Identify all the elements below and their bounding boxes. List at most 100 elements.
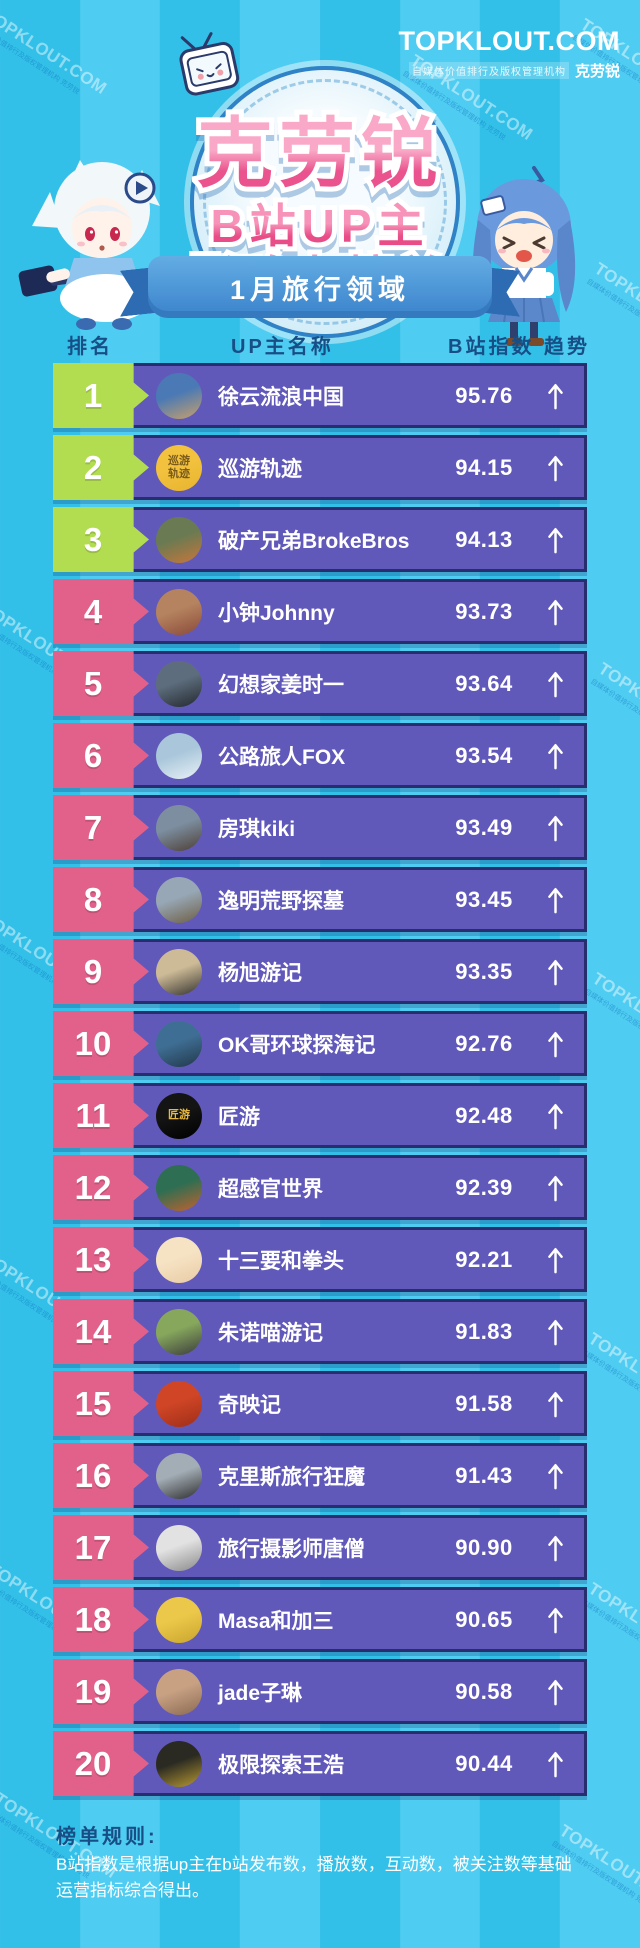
avatar: 匠游 [156,1092,202,1139]
trend-up-arrow-icon [538,525,572,555]
bilibili-index-value: 93.49 [455,814,513,840]
trend-up-arrow-icon [538,1029,572,1059]
rank-number: 16 [74,1456,112,1494]
rank-badge: 16 [53,1443,149,1508]
rank-number: 17 [74,1528,112,1566]
bilibili-index-value: 93.73 [455,598,513,624]
watermark-text: TOPKLOUT.COM [585,1578,640,1673]
rank-number: 1 [83,376,103,414]
rank-badge: 12 [53,1155,149,1220]
banner-label: 1月旅行领域 [229,274,411,305]
bilibili-index-value: 93.54 [455,742,513,768]
rank-badge: 8 [53,867,149,932]
trend-up-arrow-icon [538,813,572,843]
watermark: TOPKLOUT.COM 自媒体价值排行及版权管理机构 克劳锐 [578,1579,640,1692]
rank-number: 2 [83,448,103,486]
title-outline: B站UP主 [0,190,640,257]
column-header-trend: 趋势 [544,336,590,358]
bilibili-index-value: 92.76 [455,1030,513,1056]
up-name: jade子琳 [218,1681,303,1705]
table-row: 11 匠游 匠游 92.48 [53,1083,587,1148]
rank-number: 7 [83,808,103,846]
poster-title-line2: B站UP主 B站UP主 [0,190,640,257]
rank-number: 12 [74,1168,112,1206]
rank-number: 19 [74,1672,112,1710]
up-name: 巡游轨迹 [218,457,302,481]
table-row: 14 朱诺喵游记 91.83 [53,1299,587,1364]
trend-up-arrow-icon [538,1749,572,1779]
trend-up-arrow-icon [538,1245,572,1275]
up-name: 匠游 [218,1105,260,1129]
up-name: 克里斯旅行狂魔 [218,1465,365,1489]
trend-up-arrow-icon [538,1317,572,1347]
rank-badge: 19 [53,1659,149,1724]
rank-number: 11 [75,1096,111,1134]
trend-up-arrow-icon [538,453,572,483]
watermark: TOPKLOUT.COM 自媒体价值排行及版权管理机构 克劳锐 [578,1329,640,1442]
avatar-label: 匠游 [168,1109,190,1122]
watermark-text: TOPKLOUT.COM [585,1328,640,1423]
avatar [156,1164,202,1211]
banner-band: 1月旅行领域 [148,256,492,318]
up-name: OK哥环球探海记 [218,1033,376,1057]
table-row: 12 超感官世界 92.39 [53,1155,587,1220]
rank-badge: 3 [53,507,149,572]
avatar [156,1740,202,1787]
bilibili-index-value: 93.45 [455,886,513,912]
avatar [156,804,202,851]
up-name: 房琪kiki [218,817,296,841]
trend-up-arrow-icon [538,885,572,915]
avatar [156,1596,202,1643]
table-row: 6 公路旅人FOX 93.54 [53,723,587,788]
rank-badge: 2 [53,435,149,500]
table-row: 15 奇映记 91.58 [53,1371,587,1436]
rank-badge: 10 [53,1011,149,1076]
rank-badge: 14 [53,1299,149,1364]
rank-badge: 1 [53,363,149,428]
trend-up-arrow-icon [538,1461,572,1491]
trend-up-arrow-icon [538,1677,572,1707]
avatar [156,1452,202,1499]
avatar [156,1524,202,1571]
avatar [156,1236,202,1283]
rank-number: 9 [83,952,103,990]
rank-badge: 13 [53,1227,149,1292]
table-row: 9 杨旭游记 93.35 [53,939,587,1004]
trend-up-arrow-icon [538,381,572,411]
trend-up-arrow-icon [538,1173,572,1203]
bilibili-index-value: 92.48 [455,1102,513,1128]
up-name: 杨旭游记 [218,961,302,985]
up-name: 极限探索王浩 [218,1753,344,1777]
table-row: 3 破产兄弟BrokeBros 94.13 [53,507,587,572]
brand-name-cn: 克劳锐 [574,63,620,80]
table-row: 1 徐云流浪中国 95.76 [53,363,587,428]
bilibili-index-value: 92.21 [455,1246,513,1272]
bilibili-index-value: 93.35 [455,958,513,984]
brand-tagline: 自媒体价值排行及版权管理机构 [408,62,569,79]
trend-up-arrow-icon [538,1533,572,1563]
table-row: 13 十三要和拳头 92.21 [53,1227,587,1292]
table-row: 4 小钟Johnny 93.73 [53,579,587,644]
rank-badge: 17 [53,1515,149,1580]
rank-badge: 20 [53,1731,149,1796]
title-outline: 克劳锐 [0,92,640,202]
rank-badge: 5 [53,651,149,716]
avatar: 巡游轨迹 [156,444,202,491]
rank-number: 4 [83,592,103,630]
rank-number: 14 [74,1312,112,1350]
table-row: 16 克里斯旅行狂魔 91.43 [53,1443,587,1508]
watermark: TOPKLOUT.COM 自媒体价值排行及版权管理机构 克劳锐 [588,659,640,772]
rank-number: 13 [74,1240,112,1278]
table-row: 8 逸明荒野探墓 93.45 [53,867,587,932]
watermark-subtext: 自媒体价值排行及版权管理机构 克劳锐 [579,1348,640,1420]
table-row: 19 jade子琳 90.58 [53,1659,587,1724]
bilibili-index-value: 94.15 [455,454,513,480]
rules-text: B站指数是根据up主在b站发布数，播放数，互动数，被关注数等基础 运营指标综合得… [56,1855,572,1901]
avatar [156,660,202,707]
trend-up-arrow-icon [538,597,572,627]
bilibili-index-value: 90.44 [455,1750,513,1776]
up-name: 奇映记 [218,1393,281,1417]
watermark-text: TOPKLOUT.COM [589,968,640,1063]
up-name: 幻想家姜时一 [218,673,344,697]
trend-up-arrow-icon [538,1101,572,1131]
